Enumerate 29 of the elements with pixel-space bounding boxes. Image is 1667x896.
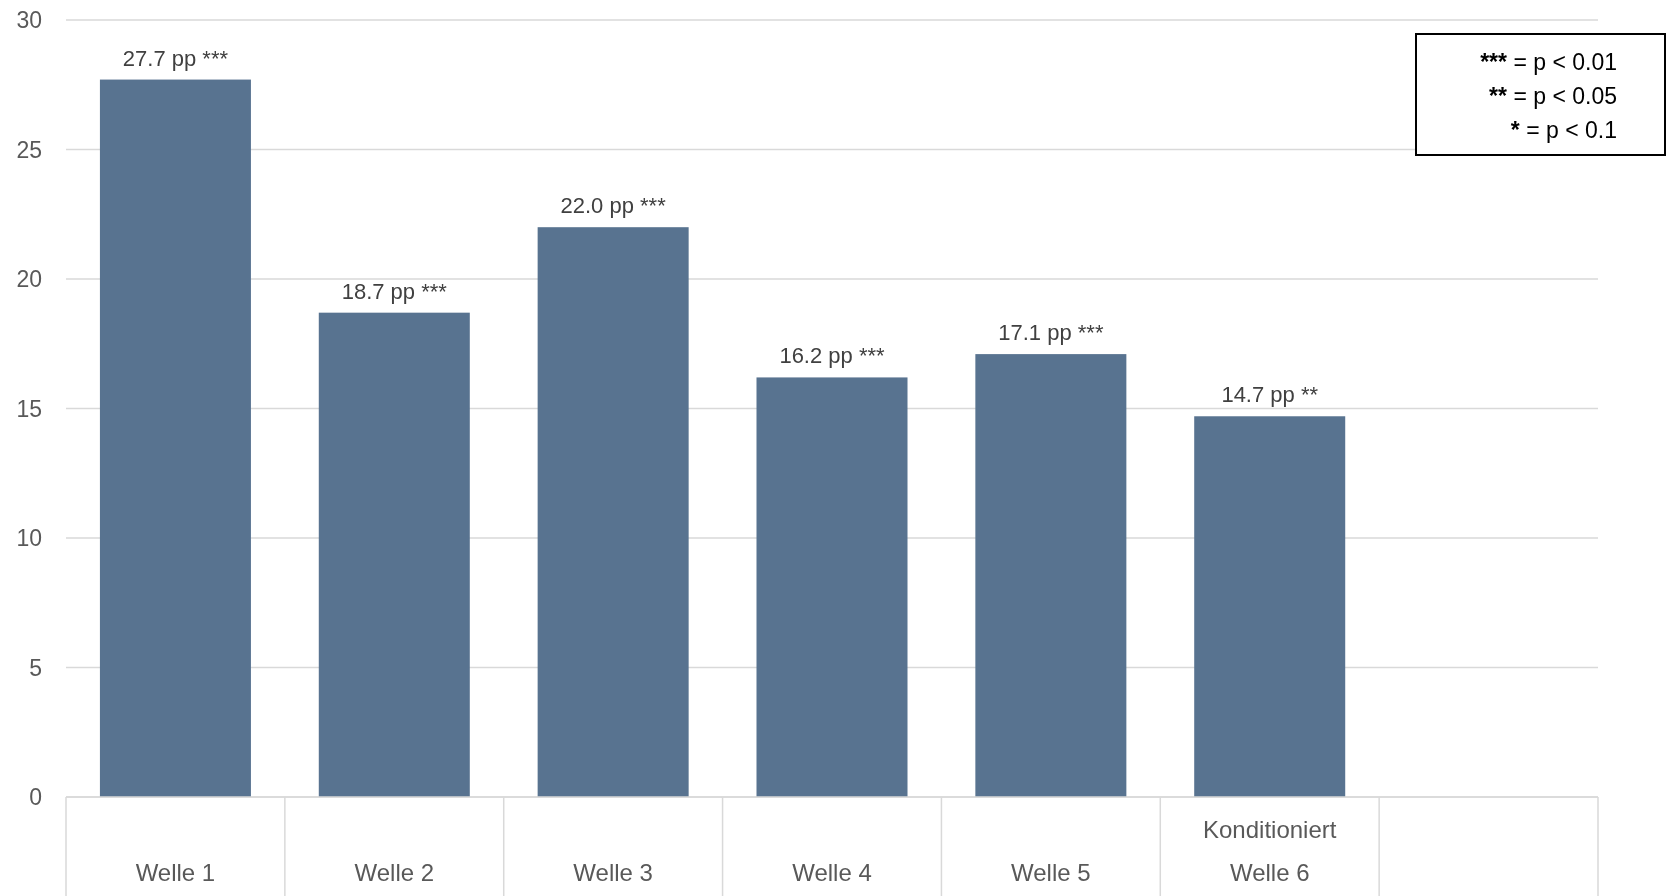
y-tick-label: 10 <box>16 525 42 552</box>
y-tick-label: 15 <box>16 395 42 422</box>
y-tick-label: 25 <box>16 136 42 163</box>
bar <box>537 227 689 797</box>
bar <box>318 312 470 797</box>
x-tick-label: Welle 4 <box>792 859 872 886</box>
text: Konditioniert <box>1203 816 1337 843</box>
y-tick-label: 30 <box>16 7 42 34</box>
y-tick-label: 0 <box>29 784 42 811</box>
y-tick-label: 20 <box>16 266 42 293</box>
data-label: 22.0 pp *** <box>560 193 667 219</box>
data-label: 16.2 pp *** <box>779 343 886 369</box>
data-label: 17.1 pp *** <box>998 320 1104 346</box>
annotation: *** = p < 0.01 <box>1480 49 1617 75</box>
bar <box>756 377 908 797</box>
data-label: 18.7 pp *** <box>341 278 448 304</box>
bar <box>99 79 251 797</box>
x-tick-label: Welle 5 <box>1011 859 1091 886</box>
data-label: 27.7 pp *** <box>122 45 229 71</box>
x-tick-label: Welle 2 <box>354 859 435 886</box>
bar <box>1194 416 1346 797</box>
bar <box>975 354 1127 797</box>
x-tick-label: Welle 3 <box>573 859 653 886</box>
x-tick-label: Welle 1 <box>135 859 216 886</box>
annotation: ** = p < 0.05 <box>1489 83 1617 109</box>
x-tick-label: Welle 6 <box>1229 859 1310 886</box>
annotation: * = p < 0.1 <box>1510 117 1617 143</box>
y-tick-label: 5 <box>29 654 42 681</box>
data-label: 14.7 pp ** <box>1221 382 1319 408</box>
